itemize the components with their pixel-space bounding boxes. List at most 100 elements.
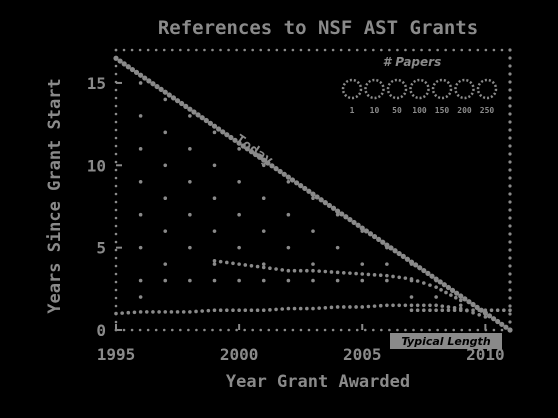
y-axis-line-dot — [114, 272, 118, 276]
y-axis-line-dot — [114, 168, 118, 172]
y-axis-line-dot — [114, 184, 118, 188]
series-point — [248, 149, 255, 155]
frame-right-dot — [508, 136, 512, 140]
x-axis-line-dot — [452, 328, 456, 332]
series-point — [163, 310, 168, 314]
series-point — [225, 308, 229, 313]
frame-right-dot — [508, 168, 512, 172]
frame-right-dot — [508, 248, 512, 252]
series-point — [440, 304, 445, 308]
series-point — [280, 268, 285, 272]
series-point — [335, 270, 340, 275]
series-point — [372, 304, 377, 308]
frame-right-dot — [508, 216, 512, 220]
series-point — [446, 308, 451, 313]
frame-right-dot — [508, 232, 512, 236]
series-point — [422, 281, 426, 285]
frame-top-dot — [396, 48, 399, 52]
frame-top-dot — [428, 48, 431, 52]
series-point — [166, 92, 172, 98]
series-point — [483, 308, 488, 313]
y-axis-line-dot — [114, 240, 118, 244]
x-axis-line-dot — [339, 328, 343, 332]
frame-right-dot — [508, 80, 512, 84]
series-point — [181, 310, 186, 314]
series-point — [351, 219, 357, 226]
series-point — [458, 293, 464, 299]
data-point — [188, 179, 192, 184]
frame-right-dot — [508, 208, 512, 212]
data-point — [138, 114, 143, 118]
x-tick-label: 1995 — [97, 345, 136, 364]
series-point — [231, 261, 235, 266]
data-point — [286, 212, 291, 217]
y-axis-line-dot — [114, 88, 118, 92]
series-point — [495, 308, 500, 313]
series-point — [341, 270, 346, 275]
data-point — [212, 229, 217, 233]
frame-right-dot — [508, 312, 512, 316]
y-axis-line-dot — [114, 48, 118, 52]
y-axis-line-dot — [114, 96, 118, 100]
series-point — [330, 205, 337, 211]
series-point — [508, 308, 512, 313]
data-point — [261, 262, 266, 266]
data-point — [458, 303, 463, 308]
x-axis-line-dot — [468, 328, 472, 332]
series-point — [495, 318, 501, 325]
series-point — [129, 66, 136, 73]
series-point — [404, 256, 410, 262]
data-point — [434, 295, 438, 299]
series-point — [433, 276, 439, 282]
series-point — [228, 134, 234, 141]
legend-marker — [386, 78, 408, 100]
x-axis-line-dot — [291, 328, 295, 332]
series-point — [302, 185, 308, 192]
series-point — [200, 309, 204, 313]
series-point — [311, 268, 315, 273]
frame-right-dot — [508, 88, 512, 92]
x-axis-line-dot — [138, 328, 142, 332]
y-axis-line-dot — [114, 144, 118, 148]
frame-top-dot — [227, 48, 230, 52]
series-point — [255, 308, 260, 313]
series-point — [354, 271, 358, 276]
frame-top-dot — [380, 48, 383, 52]
frame-top-dot — [170, 48, 174, 52]
data-point — [212, 278, 217, 283]
series-point — [429, 273, 435, 279]
series-point — [396, 250, 402, 257]
series-point — [343, 214, 349, 220]
data-point — [311, 262, 315, 266]
series-point — [437, 279, 443, 285]
frame-top-dot — [372, 48, 375, 52]
data-point — [286, 179, 291, 184]
frame-right-dot — [508, 280, 512, 284]
x-axis-line-dot — [122, 328, 126, 332]
data-point — [237, 245, 241, 250]
series-point — [335, 305, 340, 309]
y-tick-label: 0 — [96, 321, 106, 340]
x-axis-line-dot — [243, 328, 246, 332]
x-axis-line-dot — [444, 328, 447, 332]
data-point — [237, 278, 241, 283]
series-point — [237, 308, 241, 313]
series-point — [218, 308, 223, 313]
series-point — [415, 303, 420, 308]
series-point — [121, 61, 127, 67]
series-point — [188, 310, 192, 314]
frame-right-dot — [508, 56, 512, 60]
x-axis-line-dot — [283, 328, 287, 332]
frame-top-dot — [283, 48, 287, 52]
series-point — [465, 308, 469, 313]
series-point — [298, 183, 304, 189]
series-point — [428, 308, 432, 313]
series-point — [120, 311, 124, 315]
series-point — [422, 308, 426, 313]
x-axis-line-dot — [323, 328, 327, 332]
data-point — [385, 262, 389, 266]
data-point — [286, 278, 291, 283]
series-point — [391, 303, 395, 308]
series-point — [409, 303, 414, 308]
frame-top-dot — [138, 48, 142, 52]
